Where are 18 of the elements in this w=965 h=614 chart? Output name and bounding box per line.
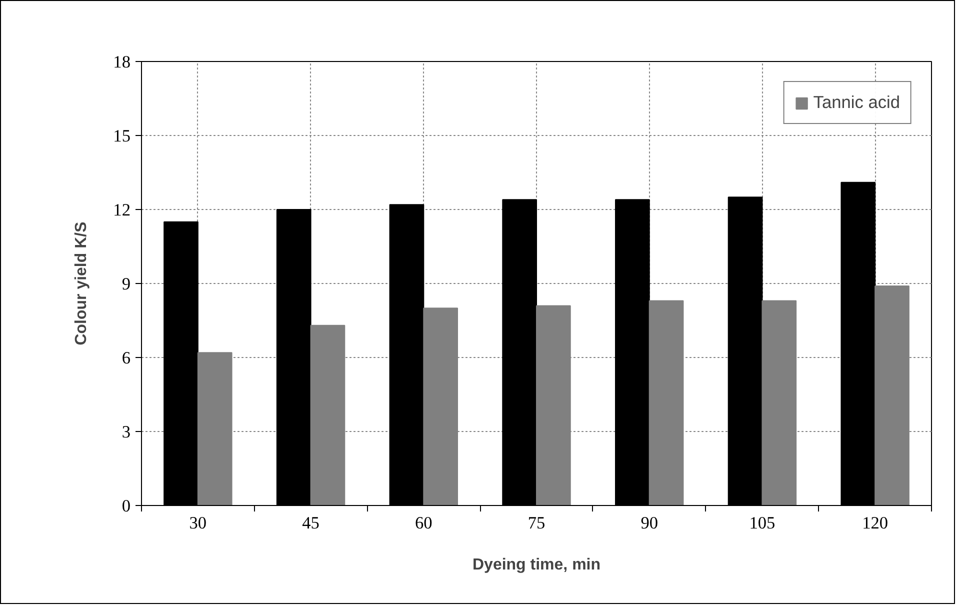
x-tick-label: 120 [862, 514, 888, 532]
x-tick-label: 30 [189, 514, 207, 532]
y-tick-label: 3 [122, 422, 131, 442]
x-tick-label: 90 [640, 514, 658, 532]
x-axis-title: Dyeing time, min [472, 556, 601, 574]
y-axis-title: Colour yield K/S [73, 221, 90, 346]
x-tick-label: 60 [414, 514, 432, 532]
y-tick-label: 0 [122, 496, 131, 516]
x-tick-label: 45 [302, 514, 320, 532]
legend-label: Tannic acid [813, 92, 900, 113]
bar [648, 300, 684, 506]
x-tick-label: 105 [749, 514, 776, 532]
y-tick-label: 18 [113, 52, 130, 72]
x-tick-label: 75 [528, 514, 546, 532]
y-tick-label: 6 [122, 348, 131, 368]
y-tick-label: 9 [122, 274, 131, 294]
y-tick-label: 12 [113, 200, 130, 220]
y-tick-label: 15 [113, 126, 130, 146]
